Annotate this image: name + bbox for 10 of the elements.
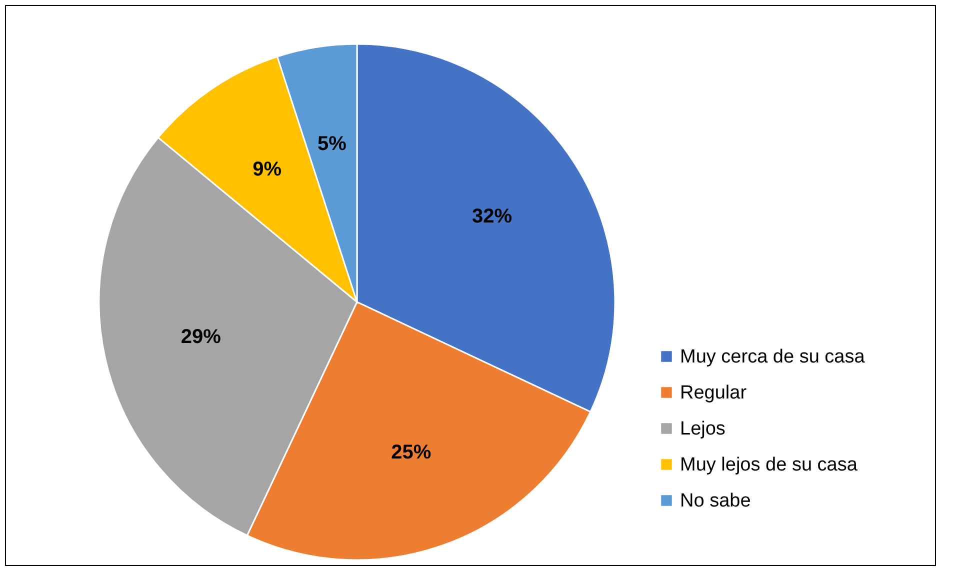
legend-label: Muy lejos de su casa bbox=[680, 454, 858, 476]
data-label: 5% bbox=[318, 133, 347, 156]
data-label: 32% bbox=[472, 205, 512, 228]
legend-label: Lejos bbox=[680, 418, 726, 440]
legend-label: Regular bbox=[680, 382, 748, 404]
data-label: 29% bbox=[180, 326, 222, 348]
legend-label: Muy cerca de su casa bbox=[680, 346, 866, 368]
data-label: 25% bbox=[391, 442, 432, 464]
legend-label: No sabe bbox=[680, 490, 751, 512]
data-label: 9% bbox=[252, 158, 282, 181]
